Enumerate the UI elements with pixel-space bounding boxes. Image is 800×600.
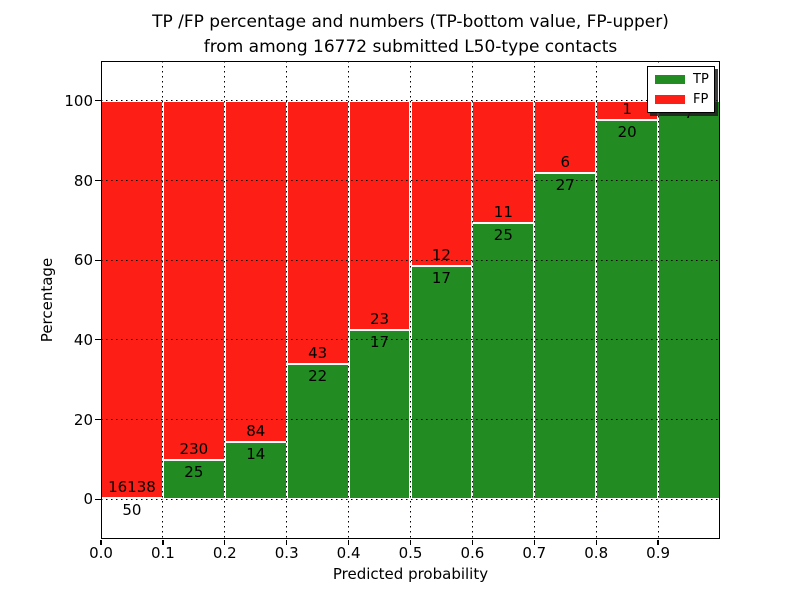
- x-tick-label: 0.5: [398, 544, 423, 562]
- v-gridline-0.4: [348, 61, 350, 539]
- y-tick-mark: [95, 498, 101, 500]
- x-tick-label: 0.0: [89, 544, 113, 562]
- x-tick-label: 0.3: [274, 544, 299, 562]
- chart-title: TP /FP percentage and numbers (TP-bottom…: [101, 10, 720, 60]
- bar-segment-fp-5: [410, 100, 473, 266]
- bar-segment-tp-4: [348, 329, 411, 500]
- fp-count-label: 6: [560, 153, 571, 172]
- v-gridline-0.6: [471, 61, 473, 539]
- x-axis-label: Predicted probability: [332, 565, 489, 583]
- v-gridline-0.1: [162, 61, 164, 539]
- x-tick-label: 0.7: [522, 544, 547, 562]
- x-tick-mark: [224, 539, 226, 545]
- plot-area: 161385023025841443222317121711256271207: [101, 61, 720, 539]
- bar-segment-fp-4: [348, 100, 411, 330]
- y-tick-mark: [95, 259, 101, 261]
- y-tick-mark: [95, 100, 101, 102]
- x-tick-mark: [286, 539, 288, 545]
- bar-segment-fp-2: [224, 100, 287, 443]
- x-tick-mark: [162, 539, 164, 545]
- tp-count-label: 14: [246, 445, 266, 464]
- x-tick-mark: [347, 539, 350, 545]
- chart-title-line1: TP /FP percentage and numbers (TP-bottom…: [152, 12, 669, 32]
- legend-label-fp: FP: [693, 92, 709, 107]
- fp-count-label: 23: [370, 309, 390, 328]
- y-tick-label: 40: [73, 330, 93, 349]
- legend-label-tp: TP: [693, 72, 709, 87]
- x-tick-label: 0.2: [212, 544, 237, 562]
- y-tick-label: 80: [73, 171, 93, 190]
- y-tick-label: 0: [83, 490, 93, 509]
- bar-segment-fp-0: [101, 100, 163, 498]
- v-gridline-0.8: [595, 61, 597, 539]
- chart-title-line2: from among 16772 submitted L50-type cont…: [203, 37, 618, 57]
- x-tick-label: 0.4: [336, 544, 361, 562]
- fp-count-label: 84: [246, 422, 266, 441]
- bar-segment-fp-3: [286, 100, 349, 365]
- bar-segment-fp-6: [472, 100, 535, 223]
- x-tick-mark: [595, 539, 597, 545]
- x-tick-mark: [533, 539, 535, 545]
- fp-count-label: 43: [308, 344, 328, 363]
- v-gridline-0.7: [533, 61, 535, 539]
- fp-count-label: 230: [179, 440, 209, 459]
- bar-segment-tp-3: [286, 364, 349, 500]
- v-gridline-0.2: [224, 61, 226, 539]
- v-gridline-0.9: [657, 61, 659, 539]
- v-gridline-0.5: [410, 61, 411, 539]
- x-tick-label: 0.8: [584, 544, 609, 562]
- legend-item-tp: TP: [655, 72, 709, 87]
- bar-segment-tp-5: [410, 265, 473, 500]
- tp-swatch: [655, 75, 685, 84]
- bar-segment-tp-6: [472, 222, 535, 500]
- x-tick-label: 0.6: [460, 544, 485, 562]
- y-axis-label: Percentage: [38, 257, 56, 343]
- fp-count-label: 12: [431, 245, 451, 264]
- fp-count-label: 16138: [108, 477, 156, 496]
- tp-count-label: 27: [555, 176, 575, 195]
- x-tick-label: 0.1: [150, 544, 175, 562]
- x-tick-label: 0.9: [646, 544, 671, 562]
- x-tick-mark: [409, 539, 412, 545]
- y-tick-mark: [95, 179, 101, 182]
- fp-count-label: 1: [622, 99, 632, 118]
- v-gridline-0.3: [286, 61, 288, 539]
- x-tick-mark: [100, 539, 102, 545]
- tp-count-label: 17: [431, 268, 451, 287]
- tp-count-label: 17: [370, 332, 390, 351]
- y-tick-label: 20: [73, 410, 93, 429]
- bar-segment-tp-8: [596, 119, 659, 500]
- x-tick-mark: [471, 539, 474, 545]
- tp-count-label: 25: [184, 463, 204, 482]
- y-tick-mark: [95, 339, 101, 341]
- y-tick-label: 60: [73, 251, 93, 270]
- tp-count-label: 20: [617, 122, 637, 141]
- y-tick-mark: [95, 418, 101, 421]
- tp-count-label: 25: [493, 225, 513, 244]
- x-tick-mark: [657, 539, 659, 545]
- bar-segment-tp-1: [162, 460, 225, 500]
- tp-count-label: 50: [122, 500, 142, 519]
- fp-count-label: 11: [493, 202, 513, 221]
- legend: TP FP: [647, 66, 715, 113]
- legend-item-fp: FP: [655, 92, 709, 107]
- bar-segment-tp-7: [534, 173, 597, 500]
- y-tick-label: 100: [64, 91, 93, 110]
- tp-count-label: 22: [308, 367, 328, 386]
- bar-segment-tp-9: [658, 100, 720, 500]
- fp-swatch: [655, 95, 685, 104]
- bar-segment-fp-1: [162, 100, 225, 461]
